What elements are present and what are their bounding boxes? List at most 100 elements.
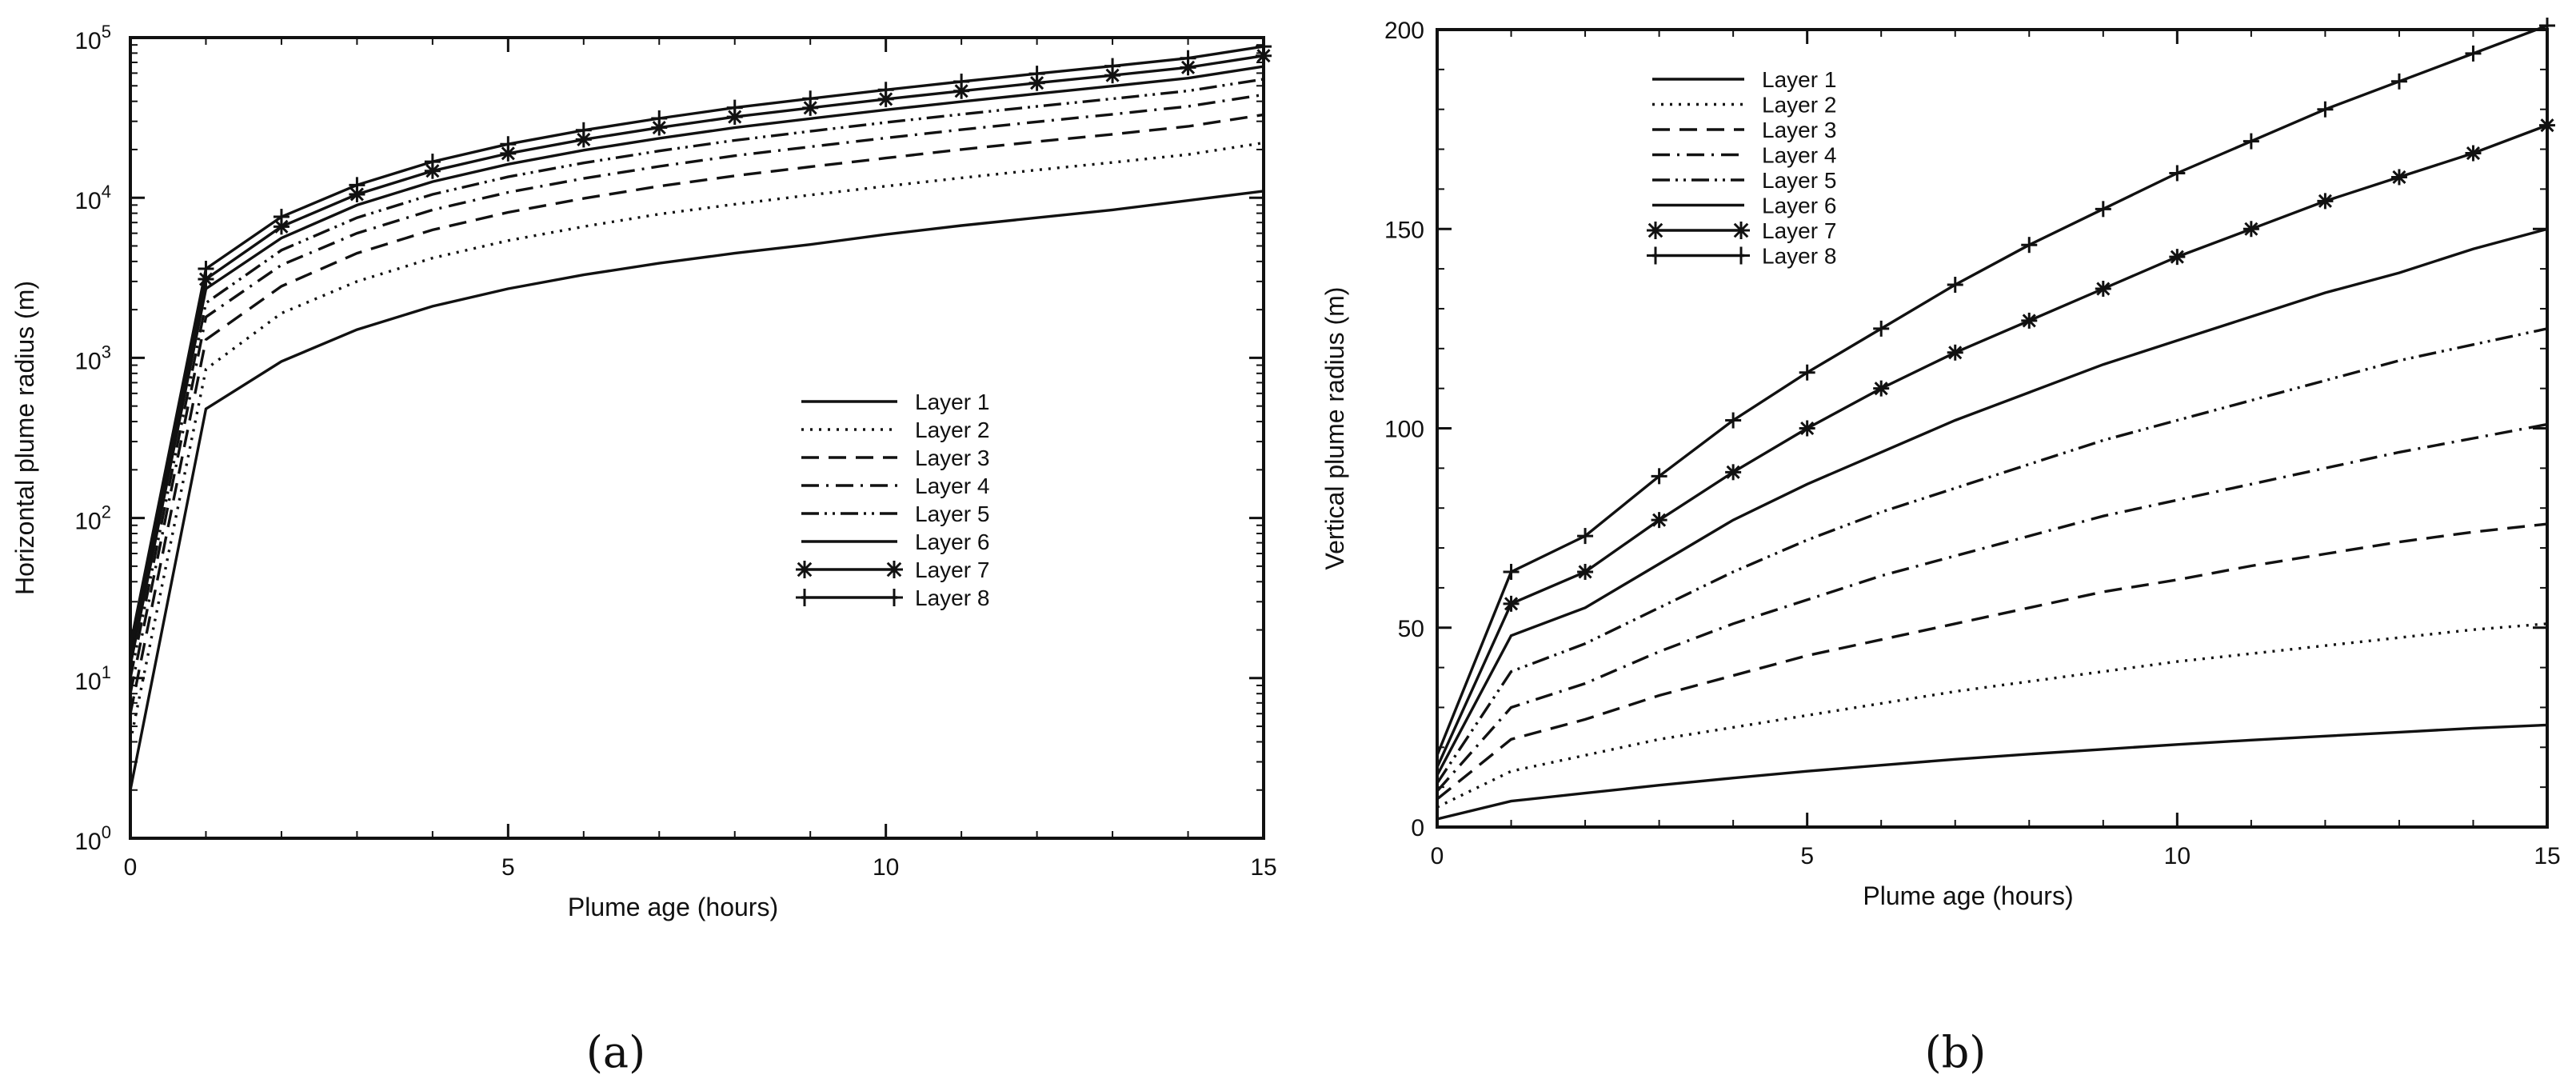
asterisk-marker (1732, 222, 1750, 239)
plus-marker (885, 589, 903, 606)
legend-label-layer-2: Layer 2 (1762, 93, 1836, 118)
plus-marker (198, 261, 214, 278)
plus-marker (1180, 50, 1196, 66)
asterisk-marker (2390, 169, 2407, 186)
plus-marker (1799, 364, 1815, 381)
asterisk-marker (2465, 145, 2482, 162)
series-group (1437, 18, 2555, 821)
asterisk-marker (1651, 512, 1667, 529)
asterisk-marker (2169, 249, 2186, 266)
y-tick-label: 50 (1398, 616, 1424, 642)
plus-marker (802, 90, 819, 107)
series-line-layer-4 (130, 93, 1264, 694)
asterisk-marker (2539, 117, 2555, 134)
plus-marker (349, 177, 365, 194)
plus-marker (575, 122, 592, 138)
series-line-layer-3 (130, 113, 1264, 714)
series-line-layer-5 (1437, 327, 2548, 785)
plus-marker (1651, 468, 1667, 485)
series-line-layer-3 (1437, 522, 2548, 801)
y-tick-label: 100 (74, 822, 111, 855)
plus-marker (2539, 18, 2555, 34)
legend-label-layer-6: Layer 6 (915, 530, 989, 554)
legend-label-layer-7: Layer 7 (1762, 218, 1836, 243)
x-tick-label: 10 (873, 854, 899, 881)
plus-marker (1732, 246, 1750, 265)
asterisk-marker (2021, 312, 2038, 329)
x-axis-label: Plume age (hours) (568, 893, 778, 921)
series-line-layer-2 (130, 141, 1264, 742)
asterisk-marker (1799, 420, 1815, 437)
legend-label-layer-4: Layer 4 (915, 474, 989, 498)
plus-marker (2021, 237, 2038, 254)
plus-marker (2243, 133, 2259, 150)
plus-marker (651, 110, 668, 126)
series-line-layer-8 (130, 45, 1264, 646)
asterisk-marker (796, 561, 813, 578)
plot-frame (1436, 28, 2549, 829)
x-axis-label: Plume age (hours) (1863, 881, 2073, 910)
x-tick-label: 5 (501, 854, 515, 881)
legend-label-layer-5: Layer 5 (1762, 168, 1836, 193)
legend-label-layer-3: Layer 3 (1762, 118, 1836, 142)
series-line-layer-6 (1437, 227, 2548, 776)
y-tick-label: 103 (74, 342, 111, 374)
y-tick-label: 101 (74, 662, 111, 695)
asterisk-marker (1873, 380, 1890, 397)
asterisk-marker (2317, 193, 2334, 210)
y-axis-label: Vertical plume radius (m) (1320, 287, 1349, 570)
series-line-layer-7 (1437, 124, 2548, 768)
series-line-layer-2 (1437, 622, 2548, 809)
plus-marker (500, 136, 517, 153)
panel-label: (a) (586, 1027, 645, 1077)
plus-marker (1577, 528, 1594, 545)
legend-label-layer-7: Layer 7 (915, 557, 989, 582)
y-tick-label: 0 (1411, 815, 1424, 841)
plus-marker (953, 74, 970, 90)
plus-marker (424, 154, 441, 170)
chart-panel-a: 0 5 10 15 100 101 102 103 104 105 Plume age (hours… (10, 22, 1277, 1077)
x-tick-label: 0 (1431, 843, 1444, 869)
asterisk-marker (2095, 281, 2111, 298)
asterisk-marker (877, 90, 894, 107)
plus-marker (1873, 320, 1890, 337)
plus-marker (1725, 412, 1742, 429)
plus-marker (2317, 101, 2334, 118)
legend-label-layer-3: Layer 3 (915, 446, 989, 470)
series-line-layer-7 (130, 54, 1264, 655)
plus-marker (877, 82, 894, 98)
series-line-layer-6 (130, 65, 1264, 666)
x-tick-label: 10 (2164, 843, 2191, 869)
plus-marker (1647, 246, 1664, 265)
plus-marker (2169, 165, 2186, 182)
y-tick-label: 200 (1384, 18, 1424, 44)
y-tick-label: 102 (74, 502, 111, 535)
asterisk-marker (885, 561, 903, 578)
legend-label-layer-1: Layer 1 (915, 390, 989, 414)
series-line-layer-8 (1437, 24, 2548, 756)
legend-label-layer-6: Layer 6 (1762, 194, 1836, 218)
series-line-layer-4 (1437, 422, 2548, 793)
legend-label-layer-8: Layer 8 (1762, 244, 1836, 269)
plus-marker (726, 99, 743, 116)
y-tick-label: 150 (1384, 217, 1424, 243)
y-axis-label: Horizontal plume radius (m) (10, 281, 39, 595)
plot-frame (129, 36, 1265, 840)
plus-marker (1947, 277, 1963, 294)
asterisk-marker (1725, 464, 1742, 481)
panel-label: (b) (1925, 1027, 1987, 1077)
legend-label-layer-1: Layer 1 (1762, 67, 1836, 92)
x-tick-label: 15 (2534, 843, 2560, 869)
plus-marker (273, 209, 290, 226)
plus-marker (1028, 66, 1045, 82)
asterisk-marker (1947, 344, 1963, 361)
y-tick-label: 105 (74, 22, 111, 54)
series-group (130, 38, 1272, 791)
legend-label-layer-8: Layer 8 (915, 585, 989, 610)
asterisk-marker (1503, 595, 1520, 612)
legend-label-layer-2: Layer 2 (915, 418, 989, 442)
